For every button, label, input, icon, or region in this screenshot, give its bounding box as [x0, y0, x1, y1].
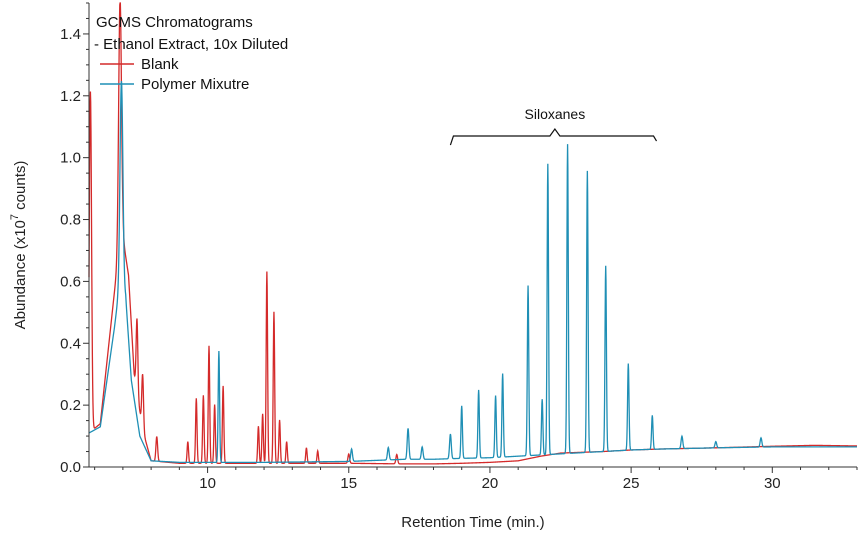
y-tick-label: 0.4 — [60, 335, 81, 352]
y-axis-label-suffix: counts) — [12, 161, 29, 214]
x-tick-label: 20 — [482, 475, 499, 492]
axes — [88, 3, 857, 468]
y-tick-label: 0.0 — [60, 459, 81, 476]
y-tick-label: 1.4 — [60, 26, 81, 43]
x-tick-label: 30 — [764, 475, 781, 492]
y-tick-label: 0.2 — [60, 397, 81, 414]
x-tick-label: 10 — [199, 475, 216, 492]
y-axis-label: Abundance (x107 counts) — [9, 161, 29, 330]
siloxanes-bracket — [449, 127, 658, 146]
x-axis-label: Retention Time (min.) — [401, 514, 544, 531]
legend-label-blank: Blank — [141, 56, 179, 73]
y-tick-label: 1.0 — [60, 150, 81, 167]
series-line-blank — [88, 2, 858, 465]
y-tick-label: 1.2 — [60, 88, 81, 105]
y-axis-label-prefix: Abundance (x10 — [12, 220, 29, 329]
series-line-polymer-mixture — [88, 81, 857, 464]
chart-title: GCMS Chromatograms — [96, 14, 253, 31]
chart-subtitle: - Ethanol Extract, 10x Diluted — [94, 36, 288, 53]
y-tick-label: 0.6 — [60, 273, 81, 290]
siloxanes-label: Siloxanes — [525, 106, 586, 122]
y-tick-label: 0.8 — [60, 212, 81, 229]
legend-label-polymer: Polymer Mixutre — [141, 76, 249, 93]
siloxanes-annotation: Siloxanes — [449, 106, 658, 146]
legend: GCMS Chromatograms - Ethanol Extract, 10… — [94, 14, 288, 93]
y-axis-label-exponent: 7 — [9, 214, 21, 220]
x-tick-label: 15 — [340, 475, 357, 492]
series-lines — [88, 2, 858, 465]
x-tick-label: 25 — [623, 475, 640, 492]
ticks: 10 15 20 25 30 0.0 0.2 0.4 0.6 0.8 1.0 1.2 1.4 — [60, 2, 858, 492]
